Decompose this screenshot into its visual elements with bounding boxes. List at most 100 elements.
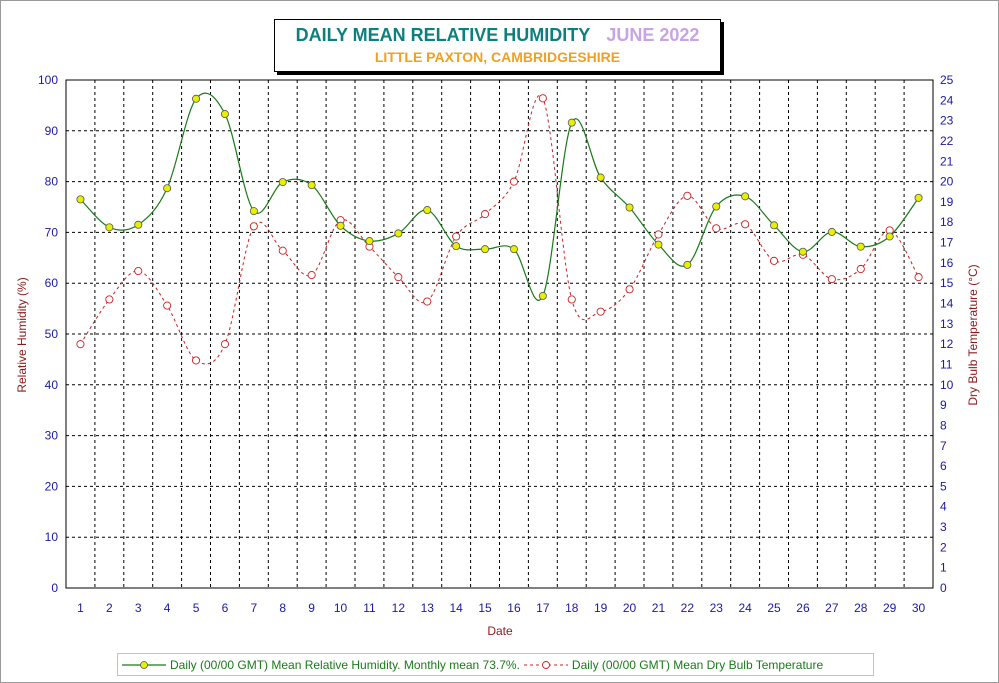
legend-temperature-swatch (523, 660, 568, 669)
humidity-point (770, 221, 779, 230)
y2-tick-label: 7 (940, 439, 947, 453)
humidity-point (856, 242, 865, 251)
humidity-point (914, 193, 923, 202)
humidity-point (163, 184, 172, 193)
y-axis-label: Relative Humidity (%) (15, 277, 29, 392)
y2-tick-label: 25 (940, 73, 954, 87)
y2-tick-label: 22 (940, 134, 954, 148)
y2-tick-label: 6 (940, 459, 947, 473)
x-tick-label: 22 (681, 601, 695, 615)
temperature-point (423, 297, 432, 306)
y2-tick-label: 5 (940, 479, 947, 493)
chart-title-box: DAILY MEAN RELATIVE HUMIDITY JUNE 2022 LI… (274, 19, 721, 72)
humidity-point (625, 203, 634, 212)
temperature-point (856, 264, 865, 274)
x-tick-label: 24 (738, 601, 752, 615)
y-tick-label: 10 (45, 530, 59, 544)
x-tick-label: 17 (536, 601, 550, 615)
grid-lines (66, 80, 933, 588)
temperature-series-line (80, 94, 919, 365)
temperature-point (105, 295, 114, 304)
y-tick-label: 20 (45, 479, 59, 493)
y2-tick-label: 18 (940, 215, 954, 229)
x-tick-label: 29 (883, 601, 897, 615)
humidity-point (712, 202, 721, 211)
x-axis-ticks: 1 2 3 4 5 6 7 8 9 10 11 12 13 14 15 16 17 18 19 20 21 22 23 24 2… (77, 601, 925, 615)
temperature-point (452, 232, 461, 241)
temperature-point (827, 275, 836, 284)
humidity-point (827, 227, 836, 236)
chart-title: DAILY MEAN RELATIVE HUMIDITY (295, 25, 591, 45)
humidity-point (567, 118, 576, 127)
x-tick-label: 20 (623, 601, 637, 615)
x-tick-label: 27 (825, 601, 839, 615)
left-axis-ticks: 0 10 20 30 40 50 60 70 80 90 100 (38, 73, 58, 595)
x-tick-label: 13 (421, 601, 435, 615)
x-tick-label: 6 (222, 601, 229, 615)
temperature-point (741, 220, 750, 229)
x-tick-label: 26 (796, 601, 810, 615)
humidity-series-points (76, 94, 923, 300)
temperature-point (712, 224, 721, 233)
x-tick-label: 7 (251, 601, 258, 615)
humidity-point (76, 195, 85, 204)
x-tick-label: 15 (478, 601, 492, 615)
y2-tick-label: 20 (940, 175, 954, 189)
y2-tick-label: 8 (940, 418, 947, 432)
x-tick-label: 25 (767, 601, 781, 615)
temperature-point (134, 266, 143, 276)
temperature-point (394, 273, 403, 282)
humidity-point (134, 220, 143, 229)
right-axis-ticks: 0123456789101112131415161718192021222324… (940, 73, 954, 595)
y2-tick-label: 15 (940, 276, 954, 290)
y2-tick-label: 14 (940, 297, 954, 311)
x-tick-label: 9 (308, 601, 315, 615)
y2-tick-label: 13 (940, 317, 954, 331)
humidity-point (423, 206, 432, 215)
temperature-point (509, 177, 519, 186)
temperature-point (914, 273, 923, 282)
humidity-point (596, 173, 605, 182)
humidity-point (105, 223, 114, 232)
humidity-point (509, 245, 518, 254)
humidity-point (336, 221, 345, 230)
x-tick-label: 23 (710, 601, 724, 615)
humidity-point (249, 207, 258, 216)
humidity-point (307, 181, 316, 190)
x-tick-label: 1 (77, 601, 84, 615)
y2-tick-label: 1 (940, 561, 947, 575)
x-tick-label: 12 (392, 601, 406, 615)
y2-tick-label: 12 (940, 337, 954, 351)
humidity-point (798, 247, 807, 256)
humidity-point (452, 242, 461, 251)
humidity-point (741, 192, 750, 201)
temperature-point (654, 230, 663, 239)
y2-axis-label: Dry Bulb Temperature (°C) (966, 264, 980, 405)
y-tick-label: 70 (45, 225, 59, 239)
x-tick-label: 21 (652, 601, 666, 615)
y2-tick-label: 3 (940, 520, 947, 534)
x-tick-label: 18 (565, 601, 579, 615)
legend: Daily (00/00 GMT) Mean Relative Humidity… (117, 653, 874, 676)
humidity-point (365, 237, 374, 246)
humidity-point (394, 229, 403, 238)
y2-tick-label: 24 (940, 93, 954, 107)
humidity-point (885, 232, 894, 241)
chart-subtitle: LITTLE PAXTON, CAMBRIDGESHIRE (374, 49, 621, 65)
humidity-point (481, 245, 490, 254)
legend-item-temperature: Daily (00/00 GMT) Mean Dry Bulb Temperat… (523, 658, 823, 672)
y2-tick-label: 9 (940, 398, 947, 412)
temperature-point (770, 256, 779, 265)
temperature-point (567, 295, 576, 304)
temperature-point (480, 210, 490, 219)
temperature-point (278, 246, 287, 255)
temperature-point (625, 285, 634, 294)
temperature-point (249, 222, 258, 231)
y2-tick-label: 10 (940, 378, 954, 392)
temperature-point (220, 340, 229, 349)
y2-tick-label: 17 (940, 236, 954, 250)
y-tick-label: 30 (45, 429, 59, 443)
humidity-point (683, 260, 692, 269)
